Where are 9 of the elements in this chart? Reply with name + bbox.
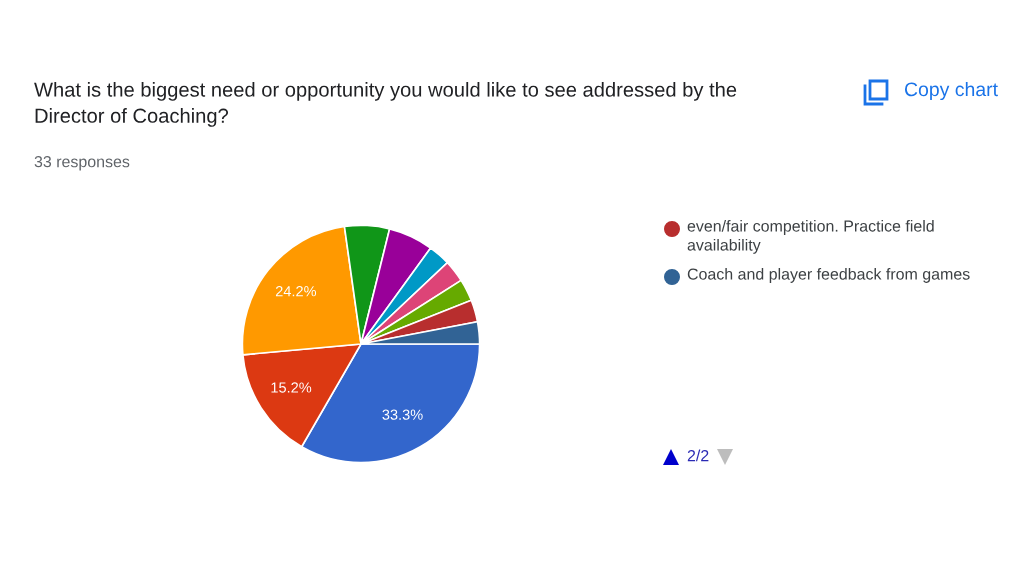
legend-label: even/fair competition. Practice field availability	[687, 220, 934, 254]
legend-label: Coach and player feedback from games	[687, 268, 970, 283]
text: Copy chart	[904, 81, 998, 101]
data-label: 33.3%	[382, 409, 423, 420]
chart-title: What is the biggest need or opportunity you would like to see addressed by the Director of Coaching?	[34, 82, 737, 127]
text: 33 responses	[34, 155, 130, 171]
text: 2/2	[687, 449, 709, 462]
data-label: 24.2%	[275, 286, 317, 297]
data-label: 15.2%	[271, 382, 312, 393]
